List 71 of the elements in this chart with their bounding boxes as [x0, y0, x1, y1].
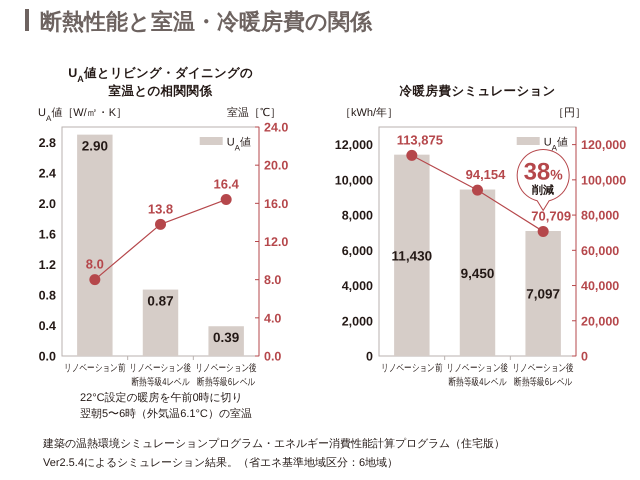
y-tick-label: 0.4 — [38, 318, 56, 333]
y-tick-label: 4,000 — [342, 279, 374, 294]
y2-axis-title: 室温［℃］ — [227, 106, 281, 119]
x-tick-label: リノベーション前 — [381, 362, 443, 374]
x-tick-label: リノベーション後断熱等級4レベル — [446, 362, 508, 388]
bar — [460, 190, 496, 356]
y-tick-label: 2.0 — [38, 196, 56, 211]
y2-tick-label: 16.0 — [264, 196, 288, 211]
y-axis-title: U$_{A}$値［W/㎡・K］ — [38, 107, 128, 122]
point — [89, 274, 100, 286]
y-tick-label: 1.2 — [38, 258, 56, 272]
text: 建築の温熱環境シミュレーションプログラム・エネルギー消費性能計算プログラム（住宅版） Ver2.5.4によるシミュレーション結果。（省エネ基準地域区分：6地域） — [42, 437, 505, 469]
x-tick-label: リノベーション後断熱等級6レベル — [512, 362, 574, 388]
annotation: 削減 — [531, 183, 554, 196]
legend-label: U$_{A}$値 — [226, 136, 251, 152]
y-axis-title: ［kWh/年］ — [340, 107, 398, 119]
y2-tick-label: 8.0 — [264, 273, 282, 288]
bar — [525, 230, 561, 356]
y2-tick-label: 120,000 — [581, 138, 626, 152]
y2-tick-label: 100,000 — [581, 173, 626, 188]
y2-tick-label: 0.0 — [264, 350, 282, 364]
y-tick-label: 10,000 — [334, 173, 374, 188]
point — [406, 150, 418, 161]
chart-title: 冷暖房費シミュレーション — [400, 83, 556, 98]
data-label: 0.87 — [147, 294, 174, 309]
bar — [77, 134, 113, 356]
data-label: 9,450 — [460, 266, 494, 281]
y2-tick-label: 20,000 — [581, 314, 620, 328]
data-label: 2.90 — [82, 138, 108, 154]
y-tick-label: 12,000 — [334, 138, 374, 152]
point — [538, 226, 549, 237]
point — [220, 194, 232, 206]
y2-tick-label: 4.0 — [264, 311, 282, 326]
text: 22°C設定の暖房を午前0時に切り翌朝5〜6時（外気温6.1°C）の室温 — [80, 391, 252, 420]
y-tick-label: 6,000 — [342, 244, 374, 258]
data-label: 7,097 — [526, 286, 560, 302]
y2-tick-label: 24.0 — [264, 120, 288, 134]
y-tick-label: 2.4 — [38, 166, 56, 180]
y2-tick-label: 12.0 — [264, 235, 288, 249]
data-label: 11,430 — [392, 248, 432, 264]
bar — [142, 290, 178, 356]
y2-axis-title: ［円］ — [553, 107, 586, 119]
data-label: 113,875 — [396, 132, 443, 148]
x-tick-label: リノベーション後断熱等級4レベル — [130, 362, 192, 388]
x-tick-label: リノベーション前 — [64, 362, 126, 374]
y-tick-label: 1.6 — [38, 227, 56, 242]
y-tick-label: 0.8 — [38, 288, 56, 302]
y2-tick-label: 40,000 — [581, 279, 620, 294]
point — [155, 218, 166, 230]
data-label: 94,154 — [466, 167, 506, 182]
y2-tick-label: 60,000 — [581, 244, 620, 258]
data-label: 13.8 — [148, 201, 174, 216]
y2-tick-label: 0 — [581, 350, 588, 364]
bar — [394, 154, 430, 356]
chart-title: U$_{A}$値とリビング・ダイニングの室温との相関関係 — [68, 66, 253, 98]
data-label: 16.4 — [214, 176, 240, 192]
y-tick-label: 0 — [366, 350, 374, 364]
data-label: 70,709 — [531, 208, 572, 224]
y2-tick-label: 20.0 — [264, 158, 288, 173]
y-tick-label: 8,000 — [342, 208, 374, 223]
point — [472, 184, 483, 196]
y2-tick-label: 80,000 — [581, 208, 620, 223]
x-tick-label: リノベーション後断熱等級6レベル — [195, 362, 257, 388]
text: 断熱性能と室温・冷暖房費の関係 — [40, 9, 373, 34]
y-tick-label: 2,000 — [342, 314, 374, 328]
data-label: 8.0 — [86, 256, 104, 272]
data-label: 0.39 — [213, 330, 240, 346]
y-tick-label: 0.0 — [38, 350, 56, 364]
legend-label: U$_{A}$値 — [544, 136, 568, 152]
y-tick-label: 2.8 — [38, 136, 56, 150]
annotation: 38% — [524, 158, 564, 186]
